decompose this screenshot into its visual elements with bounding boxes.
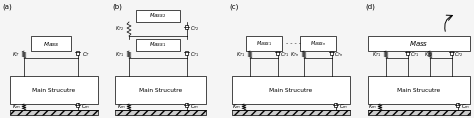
Text: $K_m$: $K_m$ bbox=[232, 103, 240, 111]
Text: $C_m$: $C_m$ bbox=[82, 103, 91, 111]
Bar bbox=[368, 36, 470, 51]
Text: $K_{T2}$: $K_{T2}$ bbox=[424, 50, 434, 59]
Text: $C_{Tn}$: $C_{Tn}$ bbox=[334, 50, 344, 59]
Text: $C_m$: $C_m$ bbox=[462, 103, 471, 111]
Text: $C_{T1}$: $C_{T1}$ bbox=[191, 50, 200, 59]
Text: $K_{T1}$: $K_{T1}$ bbox=[116, 50, 125, 59]
Bar bbox=[368, 110, 470, 115]
Bar bbox=[368, 76, 470, 104]
Bar bbox=[330, 51, 334, 55]
Bar bbox=[115, 76, 206, 104]
Text: $K_m$: $K_m$ bbox=[11, 103, 20, 111]
Bar bbox=[76, 103, 80, 107]
Bar bbox=[232, 76, 350, 104]
Text: $K_T$: $K_T$ bbox=[12, 50, 20, 59]
Bar bbox=[185, 51, 189, 55]
Bar bbox=[31, 36, 71, 51]
Bar bbox=[456, 103, 459, 107]
Text: (b): (b) bbox=[112, 3, 122, 10]
Text: $Mass$: $Mass$ bbox=[43, 40, 59, 48]
Text: $C_{T2}$: $C_{T2}$ bbox=[455, 50, 464, 59]
Text: Main Strucutre: Main Strucutre bbox=[139, 88, 182, 93]
Bar bbox=[76, 51, 80, 55]
Text: $K_m$: $K_m$ bbox=[117, 103, 126, 111]
Text: $Mass_1$: $Mass_1$ bbox=[256, 39, 272, 48]
Bar bbox=[246, 36, 282, 51]
Text: $Mass$: $Mass$ bbox=[409, 39, 429, 48]
Text: $K_{T1}$: $K_{T1}$ bbox=[237, 50, 246, 59]
Text: $C_{T2}$: $C_{T2}$ bbox=[191, 25, 200, 33]
Bar bbox=[10, 76, 98, 104]
Bar bbox=[335, 103, 337, 107]
Text: $Mass_2$: $Mass_2$ bbox=[149, 12, 167, 20]
Text: (c): (c) bbox=[229, 3, 238, 10]
Text: $K_{T1}$: $K_{T1}$ bbox=[373, 50, 382, 59]
Text: $C_m$: $C_m$ bbox=[191, 103, 200, 111]
Text: $C_{T1}$: $C_{T1}$ bbox=[280, 50, 290, 59]
Bar bbox=[232, 110, 350, 115]
Text: $K_m$: $K_m$ bbox=[367, 103, 376, 111]
Text: $Mass_1$: $Mass_1$ bbox=[149, 41, 167, 49]
Text: (a): (a) bbox=[2, 3, 12, 10]
Bar bbox=[276, 51, 280, 55]
Text: (d): (d) bbox=[365, 3, 375, 10]
Bar bbox=[115, 110, 206, 115]
Text: - - - -: - - - - bbox=[286, 41, 301, 46]
Bar bbox=[185, 103, 189, 107]
Bar bbox=[136, 39, 180, 51]
Bar bbox=[10, 110, 98, 115]
Text: Main Strucutre: Main Strucutre bbox=[269, 88, 313, 93]
Text: Main Strucutre: Main Strucutre bbox=[397, 88, 441, 93]
Text: $K_{Tn}$: $K_{Tn}$ bbox=[291, 50, 300, 59]
Bar bbox=[450, 51, 454, 55]
Text: $Mass_n$: $Mass_n$ bbox=[310, 39, 326, 48]
Text: $C_{T1}$: $C_{T1}$ bbox=[410, 50, 419, 59]
Bar bbox=[136, 10, 180, 22]
Text: $C_m$: $C_m$ bbox=[339, 103, 348, 111]
Text: Main Strucutre: Main Strucutre bbox=[32, 88, 76, 93]
Bar bbox=[407, 51, 410, 55]
Bar bbox=[185, 25, 189, 29]
Bar bbox=[300, 36, 336, 51]
Text: $C_T$: $C_T$ bbox=[82, 50, 90, 59]
Text: $K_{T2}$: $K_{T2}$ bbox=[116, 25, 125, 33]
